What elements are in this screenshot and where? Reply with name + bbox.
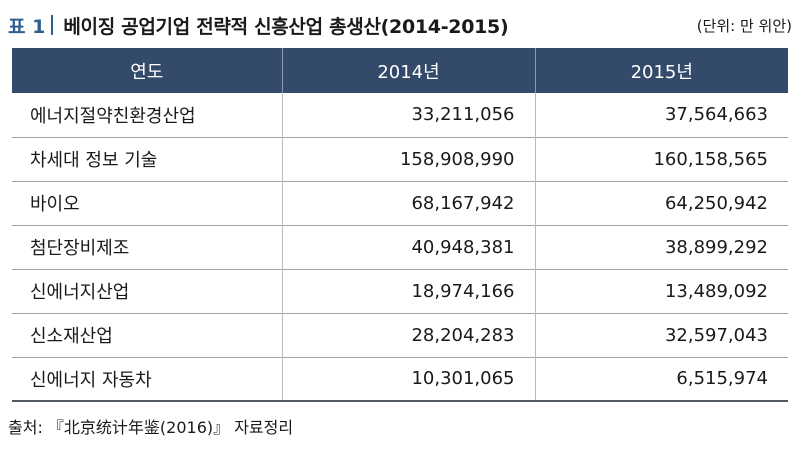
table-number: 표 1 [8, 15, 46, 38]
table-row: 차세대 정보 기술 158,908,990 160,158,565 [12, 137, 788, 181]
industry-name: 신에너지산업 [12, 269, 283, 313]
header-year: 연도 [12, 48, 283, 93]
table-row: 첨단장비제조 40,948,381 38,899,292 [12, 225, 788, 269]
value-2014: 28,204,283 [282, 313, 536, 357]
industry-name: 차세대 정보 기술 [12, 137, 283, 181]
value-2014: 33,211,056 [282, 93, 536, 137]
value-2015: 38,899,292 [664, 236, 768, 258]
value-2015: 32,597,043 [664, 324, 768, 346]
table-title-row: 표 1 베이징 공업기업 전략적 신흥산업 총생산(2014-2015) (단위… [8, 10, 792, 40]
industry-name: 바이오 [12, 181, 283, 225]
header-2015: 2015년 [630, 61, 693, 83]
table-row: 신에너지 자동차 10,301,065 6,515,974 [12, 357, 788, 401]
value-2015: 13,489,092 [664, 280, 768, 302]
unit-label: (단위: 만 위안) [696, 16, 792, 35]
table-header-row: 연도 2014년 2015년 [12, 48, 788, 93]
table-title: 베이징 공업기업 전략적 신흥산업 총생산(2014-2015) [63, 15, 509, 38]
value-2015: 160,158,565 [653, 148, 768, 170]
value-2014: 40,948,381 [282, 225, 536, 269]
value-2015: 64,250,942 [664, 192, 768, 214]
value-2014: 158,908,990 [282, 137, 536, 181]
title-divider [51, 15, 54, 35]
value-2015: 37,564,663 [664, 104, 768, 126]
value-2014: 10,301,065 [282, 357, 536, 401]
industry-name: 에너지절약친환경산업 [12, 93, 283, 137]
value-2014: 18,974,166 [282, 269, 536, 313]
industry-name: 신에너지 자동차 [12, 357, 283, 401]
table-row: 바이오 68,167,942 64,250,942 [12, 181, 788, 225]
industry-name: 첨단장비제조 [12, 225, 283, 269]
table-row: 에너지절약친환경산업 33,211,056 37,564,663 [12, 93, 788, 137]
table-row: 신에너지산업 18,974,166 13,489,092 [12, 269, 788, 313]
value-2015: 6,515,974 [676, 368, 768, 390]
industry-output-table: 연도 2014년 2015년 에너지절약친환경산업 33,211,056 37,… [12, 48, 788, 402]
industry-name: 신소재산업 [12, 313, 283, 357]
header-2014: 2014년 [282, 48, 536, 93]
table-row: 신소재산업 28,204,283 32,597,043 [12, 313, 788, 357]
source-note: 출처: 『北京统计年鉴(2016)』 자료정리 [8, 418, 294, 437]
value-2014: 68,167,942 [282, 181, 536, 225]
